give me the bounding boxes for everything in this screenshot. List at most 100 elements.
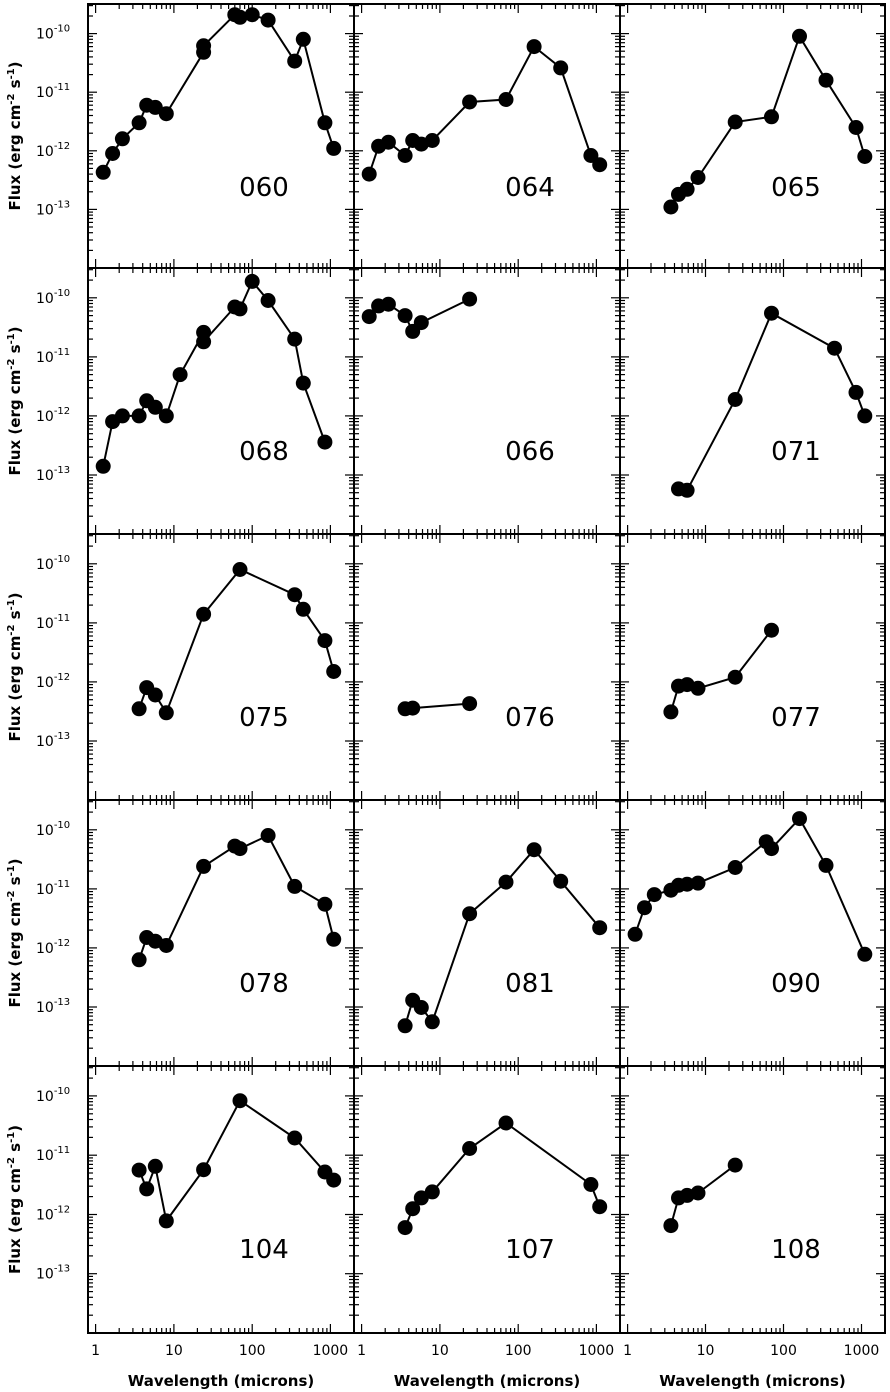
data-point	[498, 874, 514, 890]
y-axis-title-ylabel: Flux (erg cm	[6, 902, 24, 1008]
data-point	[232, 1093, 248, 1109]
data-point	[172, 367, 188, 383]
y-tick-base: 10	[36, 557, 54, 573]
data-point	[196, 38, 212, 54]
data-point	[295, 31, 311, 47]
x-tick-label: 100	[505, 1343, 532, 1359]
data-point	[317, 896, 333, 912]
y-axis-title-ylabel_sup2: -1	[6, 599, 17, 610]
data-point	[287, 587, 303, 603]
data-point	[818, 857, 834, 873]
y-axis-title-ylabel_sup1: -2	[6, 891, 17, 902]
panel-frame	[353, 3, 621, 269]
data-point	[131, 701, 147, 717]
data-point	[158, 938, 174, 953]
panel-label: 068	[239, 437, 289, 467]
y-tick-exp: -10	[54, 820, 70, 831]
data-point	[105, 146, 121, 161]
panel-081: 081	[353, 799, 621, 1067]
data-point	[147, 1158, 163, 1174]
x-tick-label: 100	[770, 1343, 797, 1359]
y-tick-base: 10	[36, 882, 54, 898]
data-point	[326, 140, 342, 156]
data-point	[131, 408, 147, 424]
data-point	[792, 28, 807, 44]
data-point	[462, 94, 478, 110]
y-tick-base: 10	[36, 675, 54, 691]
y-axis-title: Flux (erg cm-2 s-1)	[6, 592, 24, 741]
y-tick-exp: -12	[54, 141, 70, 152]
panel-label: 107	[505, 1235, 555, 1265]
y-tick-label: 10-13	[36, 465, 70, 484]
y-tick-exp: -13	[54, 1264, 70, 1275]
y-axis-title-ylabel: Flux (erg cm	[6, 1168, 24, 1274]
data-point	[114, 131, 130, 147]
data-point	[690, 1185, 706, 1201]
panel-label: 075	[239, 703, 289, 733]
y-tick-base: 10	[36, 941, 54, 957]
data-point	[646, 887, 662, 903]
y-tick-exp: -13	[54, 731, 70, 742]
data-point	[592, 1199, 608, 1215]
panel-frame	[619, 267, 886, 535]
data-point	[196, 606, 212, 622]
data-point	[637, 900, 652, 916]
panel-frame	[87, 1065, 355, 1334]
panel-label: 076	[505, 703, 555, 733]
panel-frame	[619, 799, 886, 1067]
y-tick-label: 10-12	[36, 1205, 70, 1224]
data-point	[679, 482, 695, 498]
y-tick-base: 10	[36, 1267, 54, 1283]
y-axis-title-ylabel_mid: s	[6, 876, 24, 890]
y-axis-title-ylabel_end: )	[6, 326, 24, 333]
series-line	[138, 568, 335, 716]
panel-label: 078	[239, 969, 289, 999]
data-point	[397, 148, 413, 163]
data-point	[424, 133, 440, 148]
x-tick-label: 1000	[313, 1343, 349, 1359]
data-point	[232, 301, 248, 317]
data-point	[526, 842, 542, 858]
data-point	[690, 680, 706, 696]
panel-label: 065	[771, 173, 821, 203]
y-tick-exp: -12	[54, 938, 70, 949]
data-point	[413, 1190, 429, 1206]
y-axis-title-ylabel_mid: s	[6, 1143, 24, 1157]
series-line	[138, 1099, 335, 1224]
data-point	[361, 309, 377, 325]
y-tick-exp: -10	[54, 24, 70, 35]
series-line	[404, 1121, 601, 1228]
panel-label: 108	[771, 1235, 821, 1265]
data-point	[592, 157, 608, 173]
panel-frame	[87, 533, 355, 801]
data-point	[397, 1018, 413, 1034]
data-point	[232, 841, 248, 857]
series-line	[102, 279, 326, 467]
y-tick-base: 10	[36, 1208, 54, 1224]
data-point	[727, 860, 743, 875]
y-tick-base: 10	[36, 1000, 54, 1016]
y-axis-title-ylabel_mid: s	[6, 610, 24, 624]
data-point	[131, 115, 147, 131]
data-point	[114, 408, 130, 424]
data-point	[727, 392, 743, 407]
y-tick-base: 10	[36, 27, 54, 43]
data-point	[147, 687, 163, 703]
data-point	[663, 1218, 679, 1234]
y-tick-label: 10-10	[36, 24, 70, 43]
data-point	[690, 875, 706, 891]
x-tick-label: 1000	[579, 1343, 615, 1359]
data-point	[95, 164, 111, 180]
y-axis-title-ylabel_end: )	[6, 61, 24, 68]
data-point	[627, 926, 643, 942]
x-tick-label: 10	[431, 1343, 449, 1359]
y-tick-label: 10-11	[36, 82, 70, 101]
data-point	[244, 273, 260, 289]
y-tick-label: 10-13	[36, 1264, 70, 1283]
panel-frame	[87, 267, 355, 535]
data-point	[857, 946, 873, 962]
x-tick-label: 100	[239, 1343, 266, 1359]
data-point	[232, 562, 248, 577]
